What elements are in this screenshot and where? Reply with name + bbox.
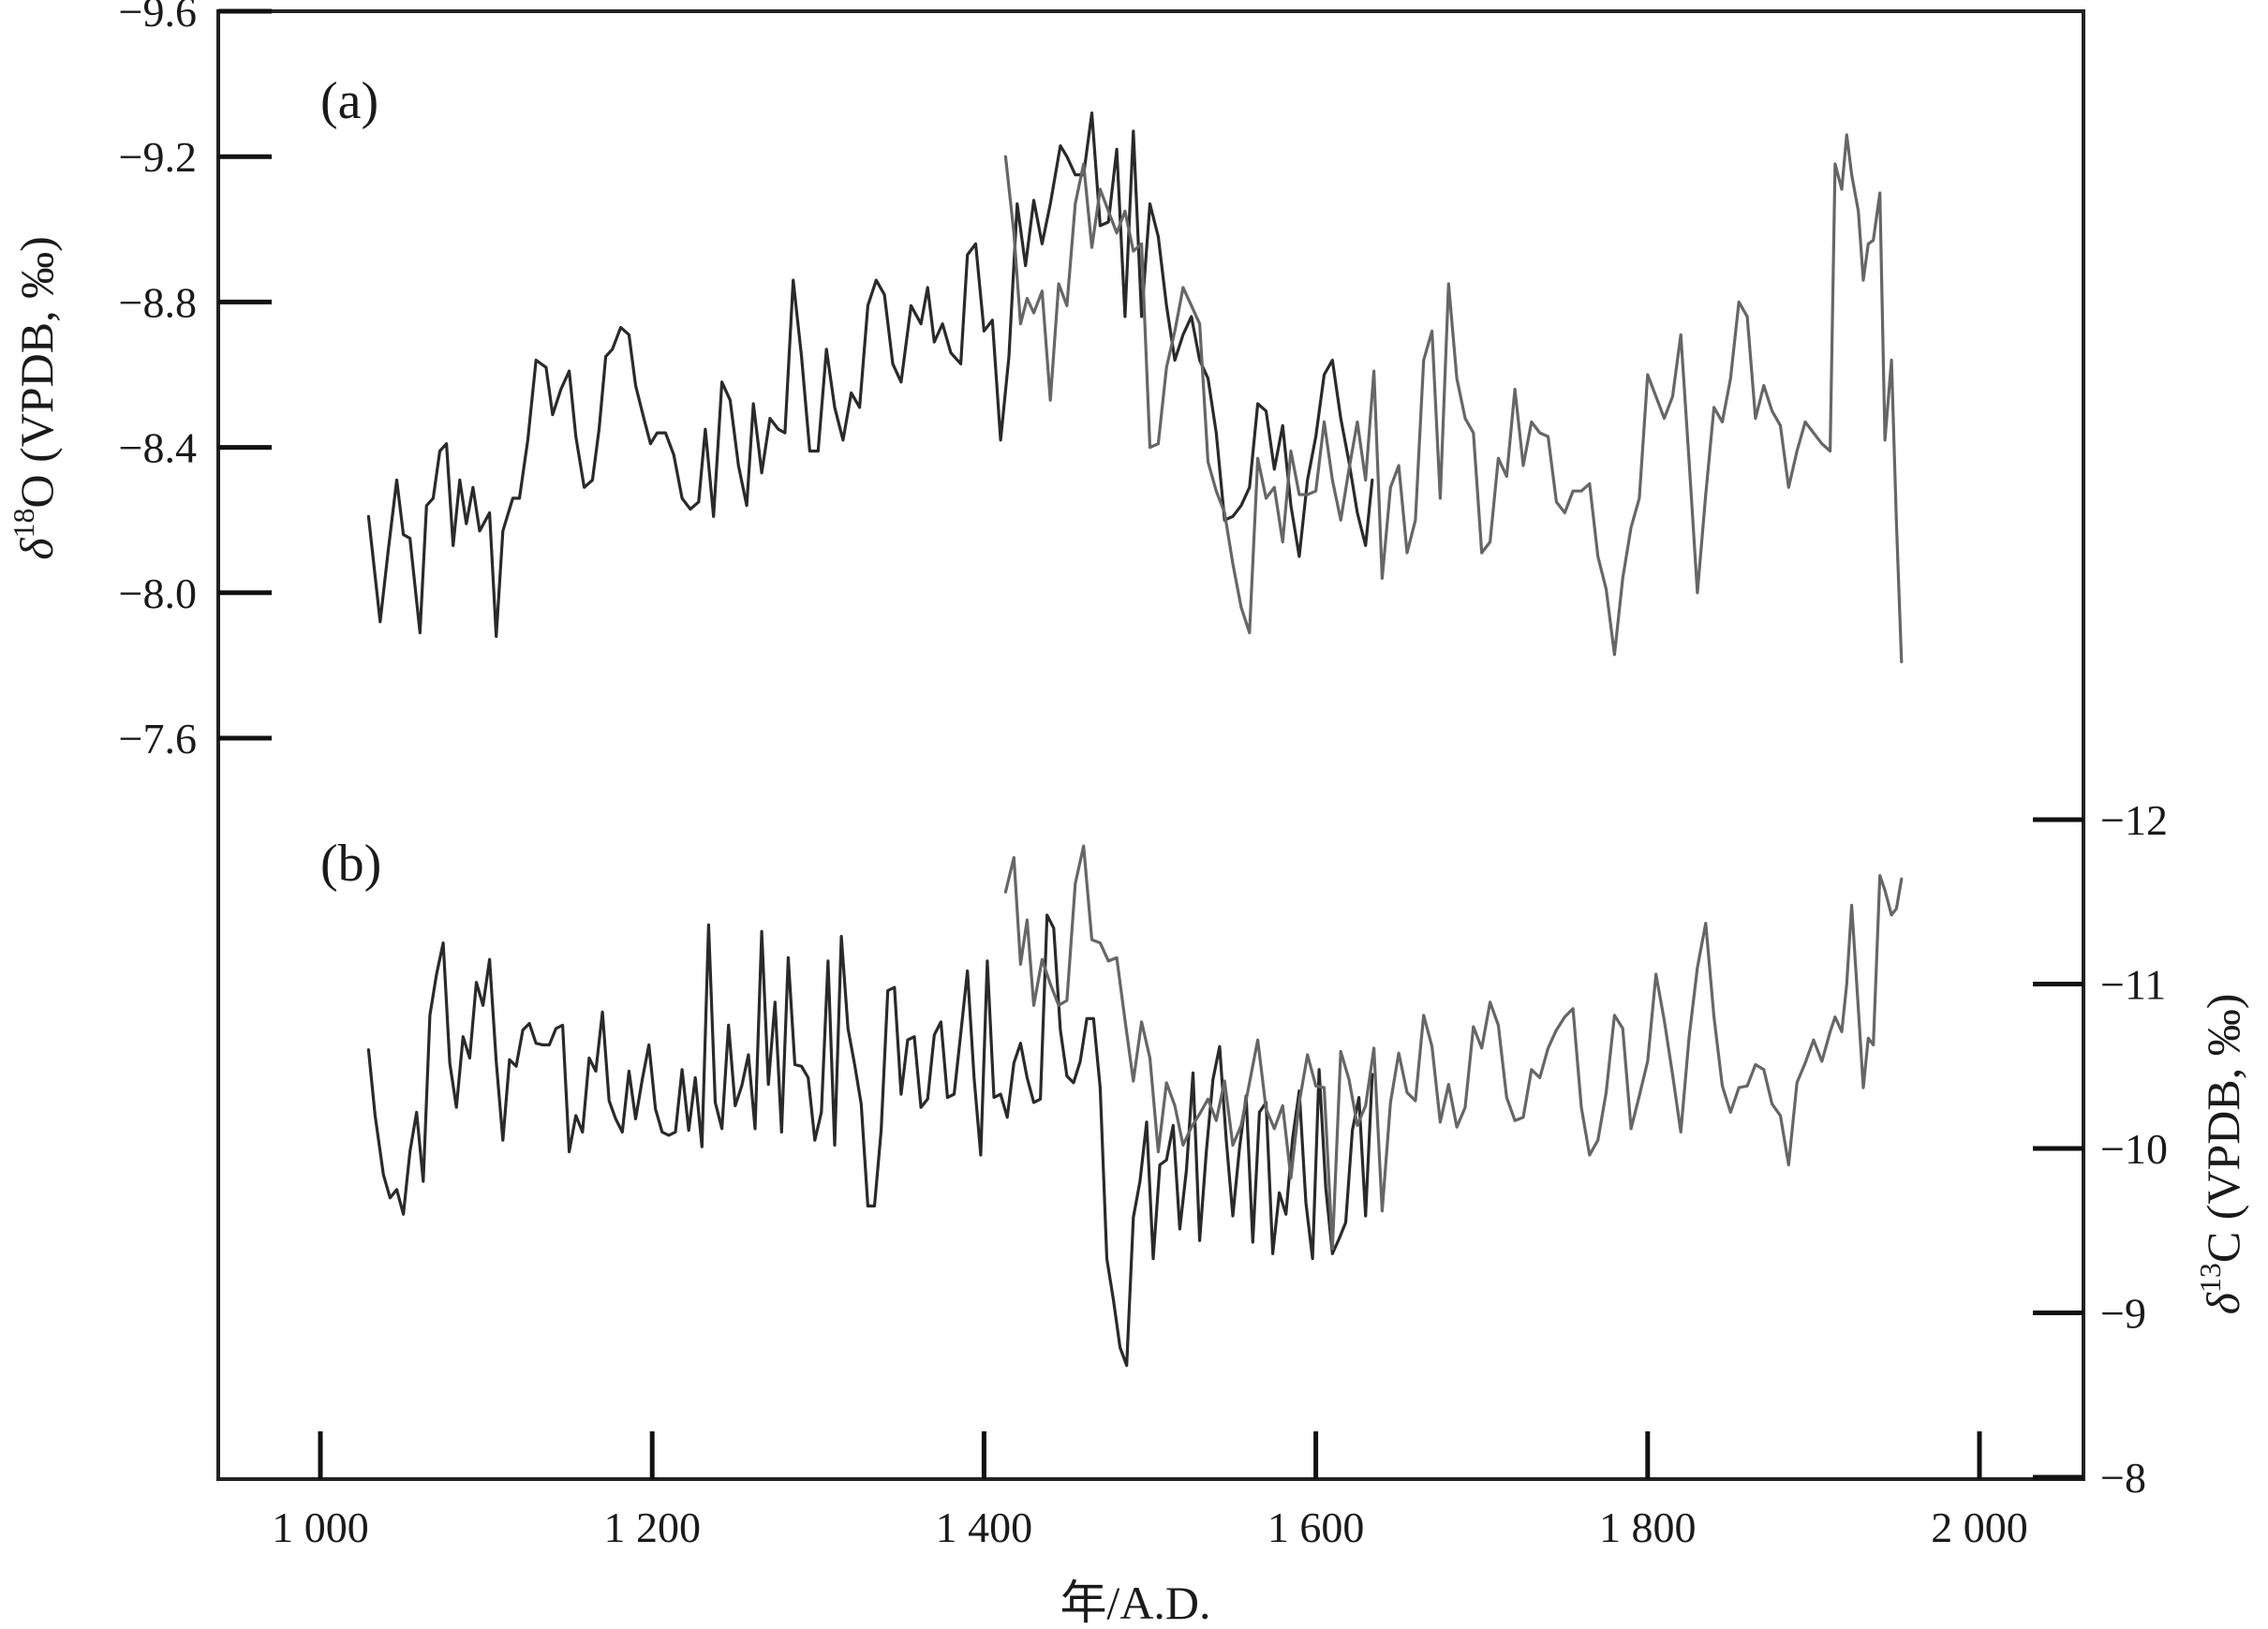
y-axis-title-right-superscript: 13 (2193, 1263, 2227, 1293)
x-axis-title: 年/A.D. (1060, 1577, 1210, 1629)
x-tick-label-4: 1 800 (1599, 1503, 1697, 1551)
y-left-tick-label-3: −8.4 (119, 424, 197, 472)
x-tick-label-3: 1 600 (1267, 1503, 1365, 1551)
y-left-tick-label-0: −9.6 (119, 0, 197, 36)
y-axis-title-left-superscript: 18 (7, 509, 40, 539)
y-right-tick-label-4: −8 (2100, 1454, 2146, 1502)
y-right-tick-label-3: −9 (2100, 1290, 2146, 1338)
series-line-a-1 (1003, 133, 1904, 664)
series-line-a-0 (366, 111, 1374, 639)
y-right-tick-label-1: −11 (2100, 961, 2166, 1009)
x-tick-label-0: 1 000 (272, 1503, 369, 1551)
y-left-tick-label-2: −8.8 (119, 278, 197, 326)
y-axis-title-left: δ18O (VPDB, ‰) (7, 236, 63, 560)
y-axis-title-left-rest: O (VPDB, ‰) (10, 236, 63, 508)
ticks-layer (218, 8, 2083, 1480)
plot-frame (216, 9, 2085, 1481)
series-line-b-1 (1003, 844, 1904, 1251)
x-tick-label-5: 2 000 (1931, 1503, 2028, 1551)
y-left-tick-label-5: −7.6 (119, 715, 197, 763)
series-line-b-0 (366, 913, 1374, 1368)
series-layer (366, 111, 1904, 1368)
y-right-tick-label-2: −10 (2100, 1125, 2168, 1173)
y-axis-title-left-symbol: δ (10, 538, 63, 560)
y-axis-title-right-rest: C (VPDB, ‰) (2197, 994, 2249, 1264)
y-right-tick-label-0: −12 (2100, 796, 2168, 844)
x-tick-label-2: 1 400 (936, 1503, 1033, 1551)
y-left-tick-label-1: −9.2 (119, 133, 197, 181)
y-left-tick-label-4: −8.0 (119, 570, 197, 617)
y-axis-title-right-symbol: δ (2197, 1292, 2249, 1314)
panel-label-a: (a) (320, 72, 378, 130)
panel-label-b: (b) (320, 835, 381, 893)
y-axis-title-right: δ13C (VPDB, ‰) (2193, 994, 2249, 1315)
x-tick-label-1: 1 200 (603, 1503, 701, 1551)
labels-layer: 1 000 1 200 1 400 1 600 1 800 2 000 −9.6 −9.2 −8… (119, 0, 2168, 1551)
